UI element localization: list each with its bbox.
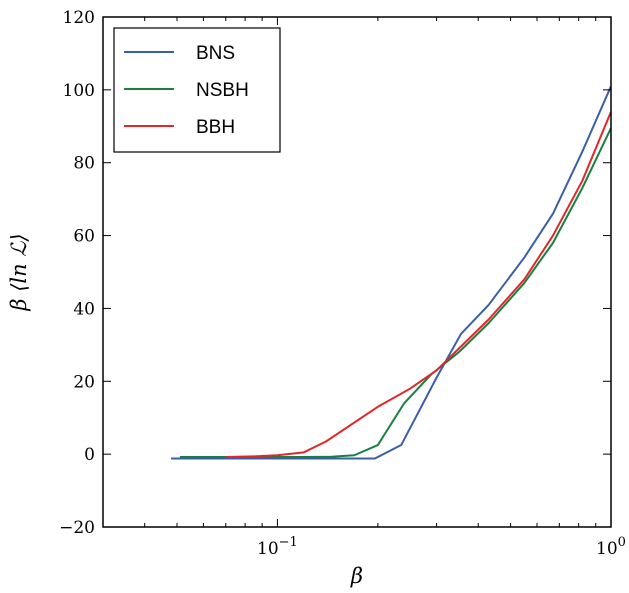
x-axis-label: β xyxy=(350,564,363,588)
plot-area xyxy=(171,85,611,460)
y-tick-label: 40 xyxy=(73,299,95,319)
axes-frame xyxy=(102,16,612,528)
legend-label-bbh: BBH xyxy=(196,117,235,138)
y-axis-label: β ⟨ln ℒ⟩ xyxy=(7,233,31,311)
y-tick-label: 80 xyxy=(73,154,95,174)
y-axis: −20 0 20 40 60 80 100 120 xyxy=(59,8,611,538)
legend: BNS NSBH BBH xyxy=(113,27,281,153)
series-line-bbh xyxy=(225,111,611,459)
legend-label-bns: BNS xyxy=(196,43,235,64)
y-tick-label: 120 xyxy=(63,8,95,28)
series-line-nsbh xyxy=(179,127,611,459)
legend-label-nsbh: NSBH xyxy=(196,80,249,101)
series-line-bns xyxy=(171,85,611,460)
x-tick-label: 100 xyxy=(596,535,626,559)
y-tick-label: 0 xyxy=(84,445,95,465)
x-axis: 10−1 100 xyxy=(102,17,626,559)
y-tick-label: 60 xyxy=(73,227,95,247)
y-tick-label: 20 xyxy=(73,372,95,392)
y-tick-label: −20 xyxy=(59,518,95,538)
x-tick-label: 10−1 xyxy=(257,535,298,559)
y-tick-label: 100 xyxy=(63,81,95,101)
